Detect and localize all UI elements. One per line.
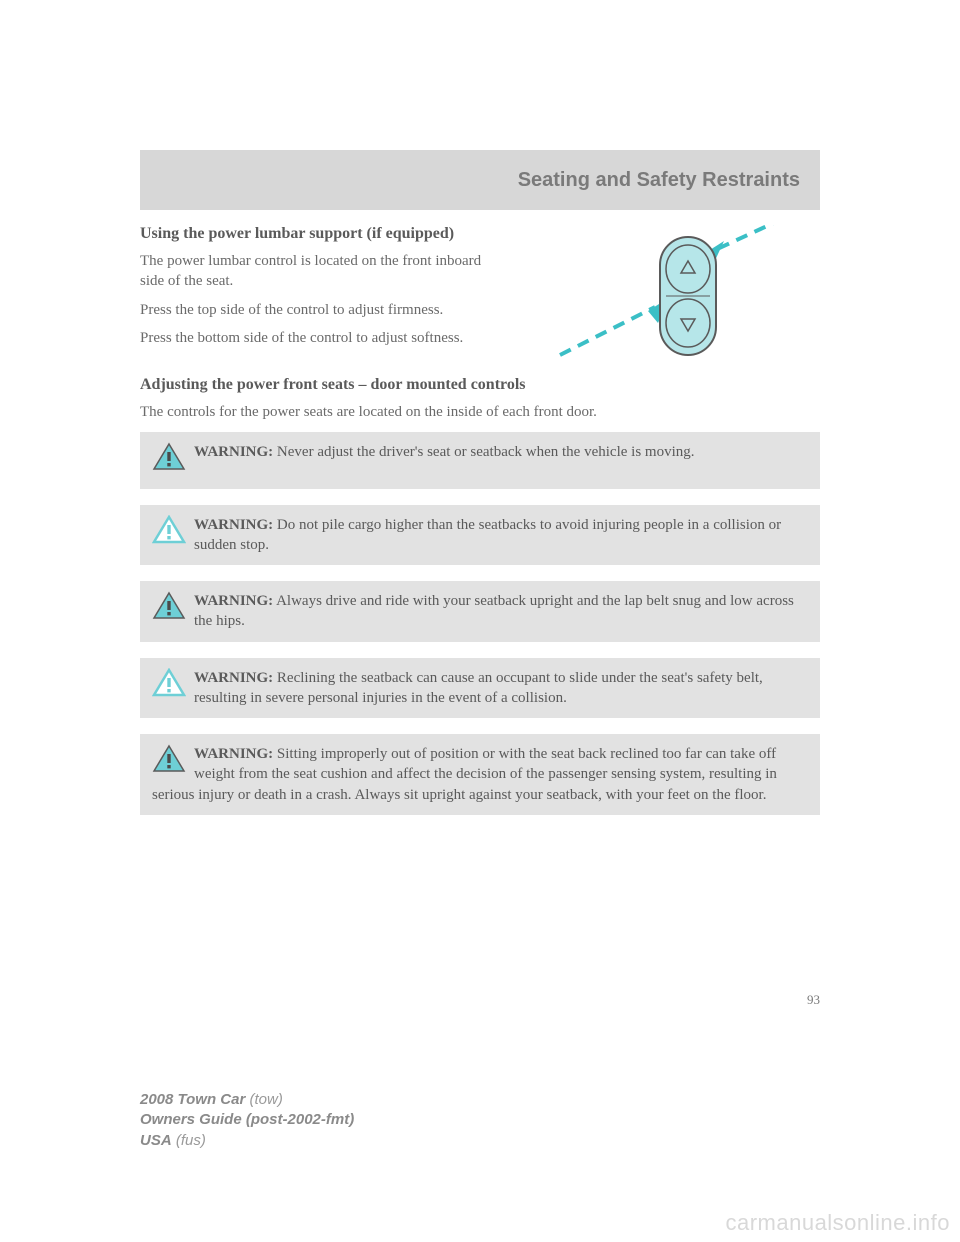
footer-block: 2008 Town Car (tow) Owners Guide (post-2…: [140, 1090, 354, 1151]
footer-line-1: 2008 Town Car (tow): [140, 1090, 354, 1110]
warning-text: WARNING: Reclining the seatback can caus…: [152, 668, 808, 709]
section-header-title: Seating and Safety Restraints: [518, 169, 800, 192]
power-seats-p1: The controls for the power seats are loc…: [140, 402, 820, 422]
manual-page: Seating and Safety Restraints Using the …: [0, 0, 960, 1242]
lumbar-p2: Press the top side of the control to adj…: [140, 300, 490, 320]
warning-box-4: WARNING: Reclining the seatback can caus…: [140, 658, 820, 719]
page-content: Using the power lumbar support (if equip…: [140, 225, 820, 831]
lumbar-heading: Using the power lumbar support (if equip…: [140, 225, 820, 243]
warning-box-5: WARNING: Sitting improperly out of posit…: [140, 734, 820, 815]
footer-guide: Owners Guide (post-2002-fmt): [140, 1111, 354, 1128]
footer-line-2: Owners Guide (post-2002-fmt): [140, 1110, 354, 1130]
warning-icon: [152, 515, 186, 551]
warning-box-3: WARNING: Always drive and ride with your…: [140, 581, 820, 642]
footer-model-code: (tow): [250, 1091, 283, 1108]
warning-icon: [152, 744, 186, 780]
warning-text: WARNING: Always drive and ride with your…: [152, 591, 808, 632]
lumbar-p3: Press the bottom side of the control to …: [140, 328, 490, 348]
power-seats-heading: Adjusting the power front seats – door m…: [140, 376, 820, 394]
warning-box-2: WARNING: Do not pile cargo higher than t…: [140, 505, 820, 566]
section-header-bar: Seating and Safety Restraints: [140, 150, 820, 210]
warning-icon: [152, 442, 186, 478]
warning-box-1: WARNING: Never adjust the driver's seat …: [140, 432, 820, 488]
watermark-text: carmanualsonline.info: [725, 1210, 950, 1236]
footer-region: USA: [140, 1132, 172, 1149]
warning-text: WARNING: Never adjust the driver's seat …: [152, 442, 808, 462]
footer-region-code: (fus): [176, 1132, 206, 1149]
page-number: 93: [0, 992, 820, 1008]
warning-icon: [152, 591, 186, 627]
footer-model: 2008 Town Car: [140, 1091, 245, 1108]
lumbar-p1: The power lumbar control is located on t…: [140, 251, 490, 292]
warning-text: WARNING: Sitting improperly out of posit…: [152, 744, 808, 805]
footer-line-3: USA (fus): [140, 1131, 354, 1151]
warning-icon: [152, 668, 186, 704]
warning-text: WARNING: Do not pile cargo higher than t…: [152, 515, 808, 556]
